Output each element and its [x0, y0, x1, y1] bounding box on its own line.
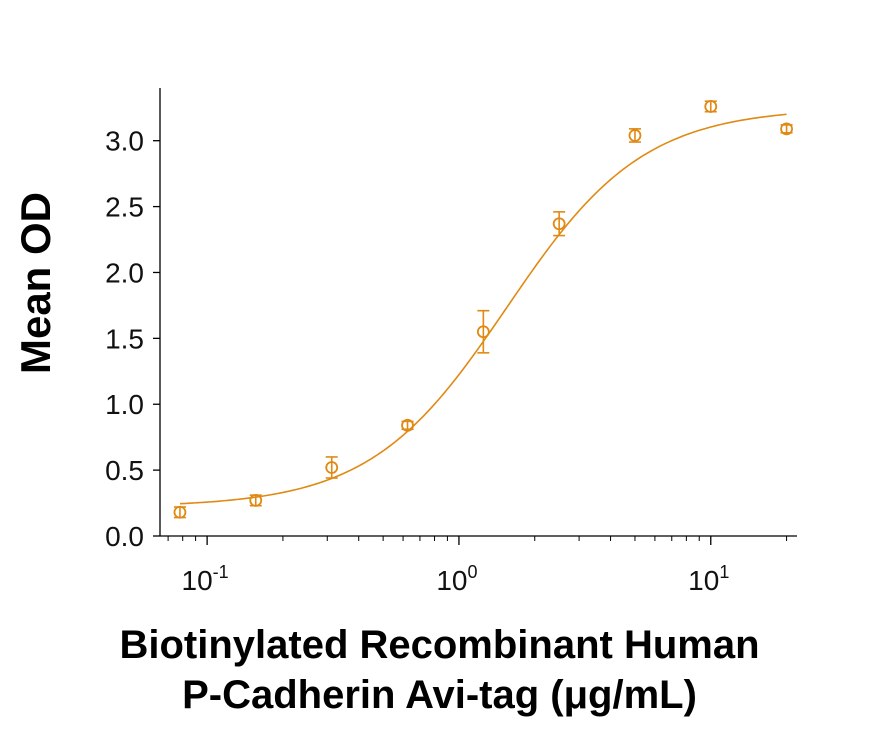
data-point — [401, 418, 414, 432]
point-marker — [401, 418, 414, 432]
data-point — [704, 100, 718, 113]
data-points-layer — [173, 100, 793, 519]
data-point — [173, 505, 187, 519]
y-tick-label: 1.0 — [105, 389, 144, 420]
point-marker — [704, 100, 718, 113]
data-point — [628, 128, 642, 143]
data-point — [552, 211, 566, 237]
x-tick-label: 101 — [688, 562, 729, 596]
y-axis-title: Mean OD — [12, 192, 59, 374]
point-marker — [249, 494, 263, 507]
data-point — [780, 122, 793, 136]
point-marker — [780, 122, 793, 136]
y-tick-label: 1.5 — [105, 323, 144, 354]
x-tick-label: 10-1 — [182, 562, 229, 596]
data-point — [249, 494, 263, 507]
y-tick-label: 0.0 — [105, 521, 144, 552]
x-axis-title-line-1: Biotinylated Recombinant Human — [119, 623, 760, 667]
point-marker — [476, 325, 490, 339]
fit-curve-layer — [179, 113, 787, 505]
point-marker — [628, 129, 642, 142]
y-tick-label: 2.0 — [105, 257, 144, 288]
y-tick-label: 2.5 — [105, 192, 144, 223]
data-point — [325, 456, 339, 479]
x-axis-title: Biotinylated Recombinant Human P-Cadheri… — [0, 620, 879, 720]
y-tick-label: 0.5 — [105, 455, 144, 486]
point-marker — [552, 217, 566, 231]
point-marker — [325, 461, 339, 474]
fit-curve — [179, 113, 787, 505]
data-point — [476, 309, 490, 354]
x-axis-title-line-2: P-Cadherin Avi-tag (μg/mL) — [182, 673, 697, 717]
x-tick-label: 100 — [436, 562, 477, 596]
y-tick-label: 3.0 — [105, 126, 144, 157]
point-marker — [173, 505, 187, 519]
axes: 0.0 0.5 1.0 1.5 2.0 2.5 3.0 10-1 100 101 — [105, 88, 797, 596]
